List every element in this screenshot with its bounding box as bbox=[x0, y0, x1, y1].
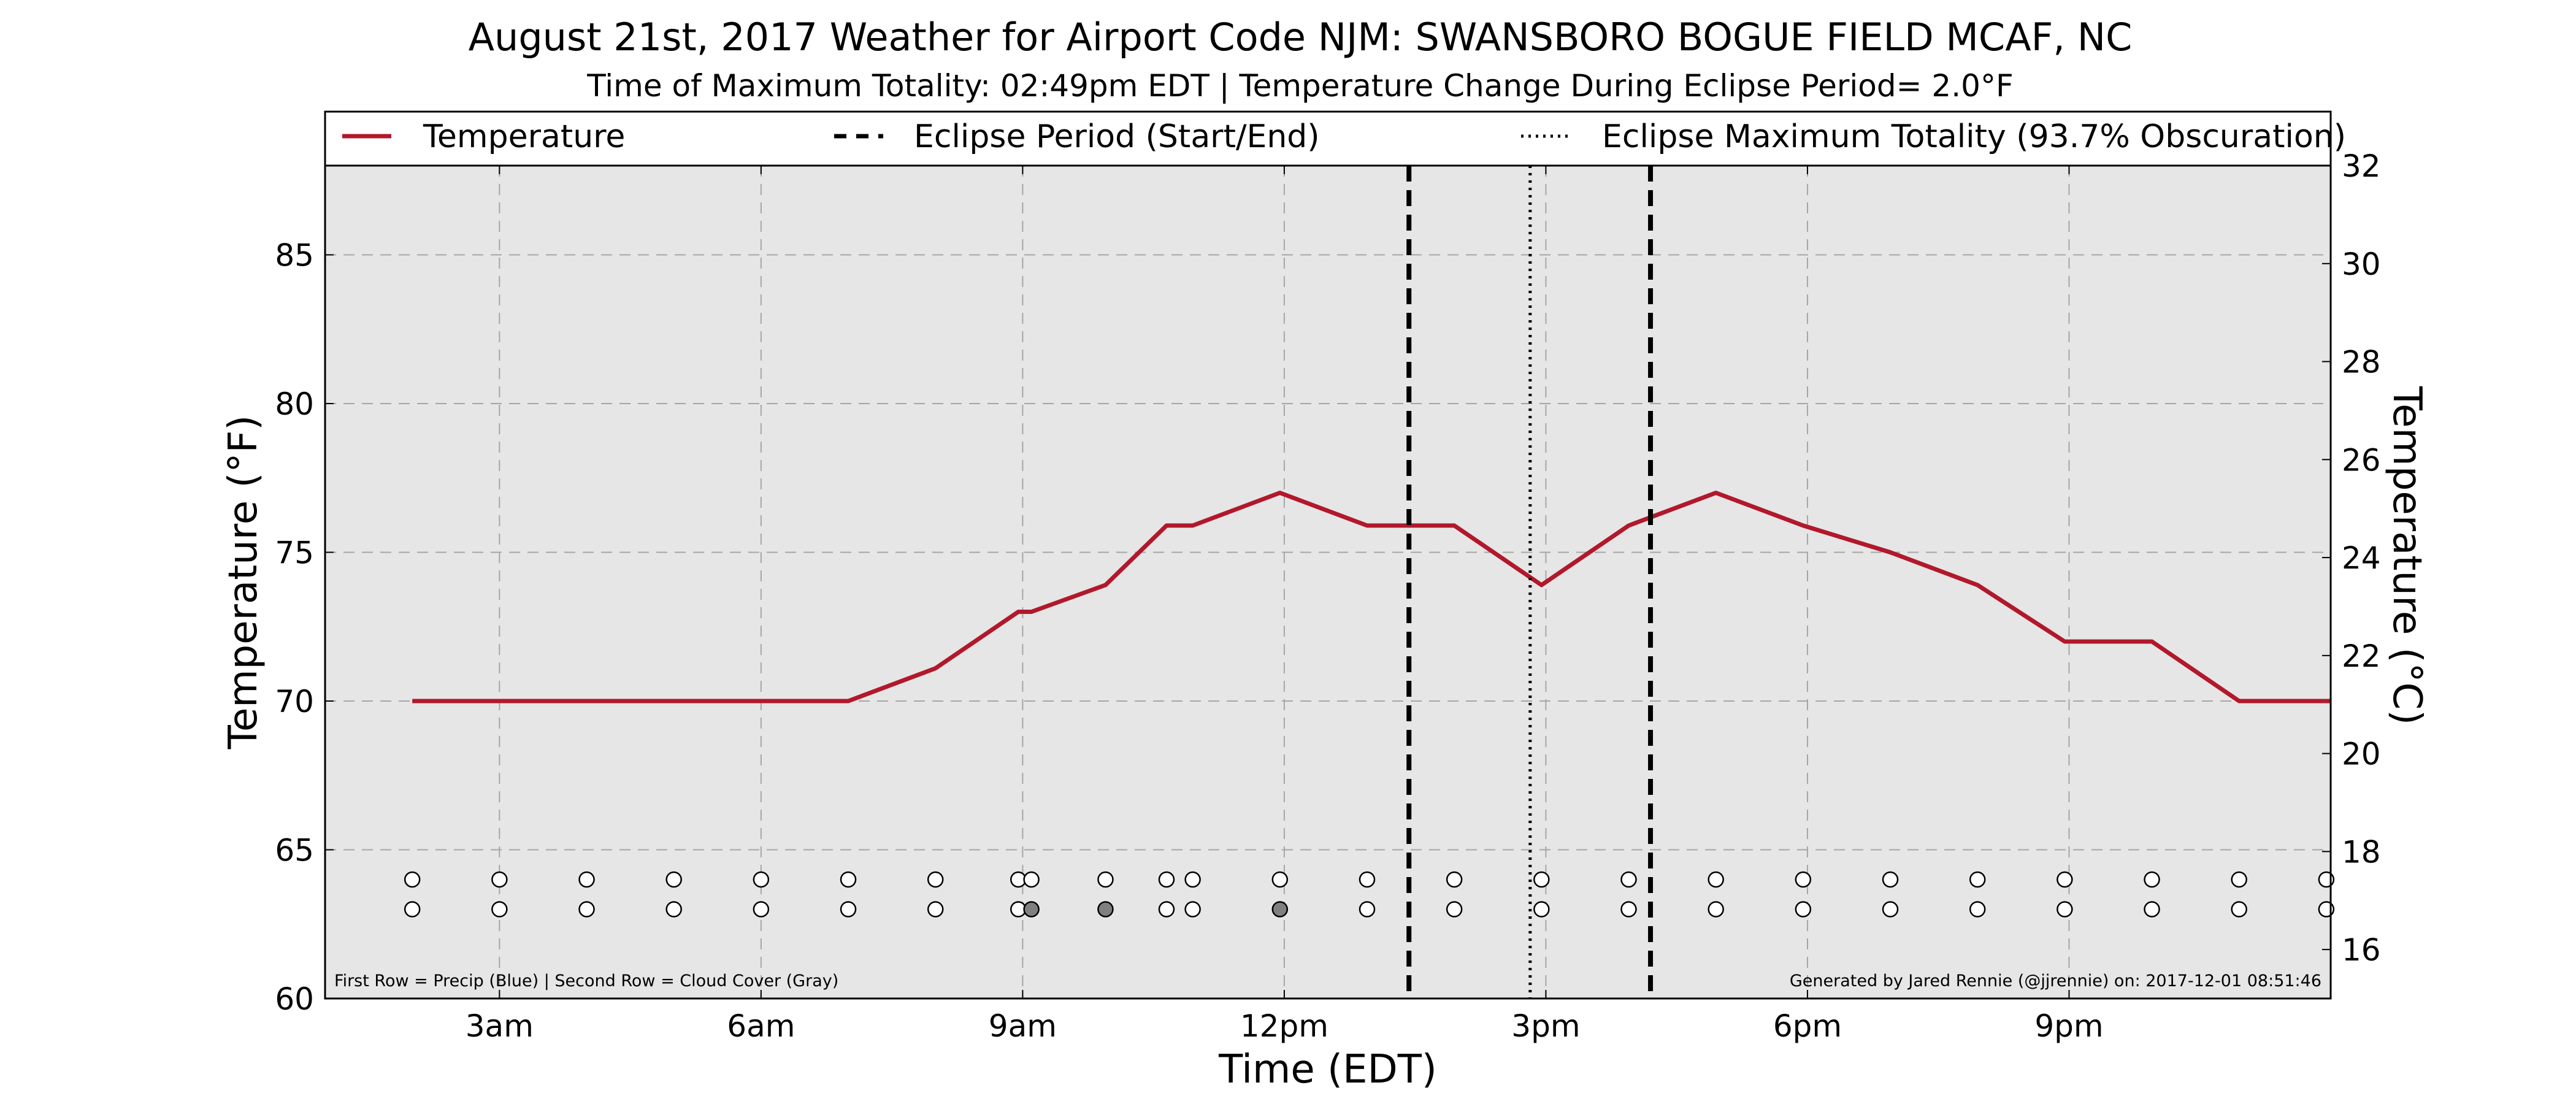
legend: Temperature Eclipse Period (Start/End) E… bbox=[324, 110, 2346, 167]
cloud-cover-marker bbox=[1882, 901, 1899, 918]
cloud-cover-marker bbox=[1023, 901, 1040, 918]
precip-marker bbox=[1097, 871, 1114, 888]
y-axis-label-right: Temperature (°C) bbox=[2384, 386, 2429, 725]
cloud-cover-marker bbox=[1446, 901, 1463, 918]
cloud-cover-marker bbox=[1533, 901, 1550, 918]
axes: 3am 6am 9am 12pm 3pm 6pm 9pm 60 65 70 75 80 85 16 18 20… bbox=[275, 148, 2380, 1044]
cloud-cover-marker bbox=[753, 901, 770, 918]
cloud-cover-marker bbox=[840, 901, 857, 918]
y-right-tick-label: 24 bbox=[2342, 540, 2381, 576]
x-tick-label: 6pm bbox=[1773, 1008, 1842, 1044]
cloud-cover-marker bbox=[1271, 901, 1289, 918]
cloud-cover-marker bbox=[665, 901, 682, 918]
y-right-tick-label: 26 bbox=[2342, 442, 2381, 478]
chart-title: August 21st, 2017 Weather for Airport Co… bbox=[469, 15, 2133, 59]
precip-marker bbox=[2144, 871, 2160, 888]
precip-marker bbox=[1446, 871, 1463, 888]
y-tick-label: 85 bbox=[275, 238, 314, 274]
x-tick-label: 9pm bbox=[2034, 1008, 2103, 1044]
precip-marker bbox=[840, 871, 857, 888]
cloud-cover-marker bbox=[2231, 901, 2247, 918]
y-tick-label: 60 bbox=[275, 981, 314, 1017]
precip-marker bbox=[1795, 871, 1812, 888]
legend-label-eclipse-period: Eclipse Period (Start/End) bbox=[914, 118, 1320, 155]
cloud-cover-marker bbox=[1359, 901, 1376, 918]
cloud-cover-marker bbox=[578, 901, 595, 918]
x-tick-label: 6am bbox=[727, 1008, 795, 1044]
x-tick-label: 12pm bbox=[1240, 1008, 1328, 1044]
x-tick-label: 9am bbox=[989, 1008, 1057, 1044]
cloud-cover-marker bbox=[2057, 901, 2073, 918]
precip-marker bbox=[1620, 871, 1637, 888]
x-tick-label: 3am bbox=[466, 1008, 534, 1044]
cloud-cover-marker bbox=[1969, 901, 1986, 918]
precip-marker bbox=[1708, 871, 1724, 888]
plot-area bbox=[325, 166, 2331, 999]
y-right-tick-label: 16 bbox=[2342, 932, 2381, 968]
precip-marker bbox=[1158, 871, 1175, 888]
cloud-cover-marker bbox=[1184, 901, 1201, 918]
y-right-tick-label: 32 bbox=[2342, 148, 2381, 184]
cloud-cover-marker bbox=[927, 901, 944, 918]
y-axis-label-left: Temperature (°F) bbox=[221, 415, 266, 750]
temperature-line bbox=[412, 491, 2331, 703]
y-tick-label: 70 bbox=[275, 684, 314, 719]
cloud-cover-marker bbox=[1795, 901, 1812, 918]
y-right-tick-label: 18 bbox=[2342, 834, 2381, 870]
cloud-cover-marker bbox=[1097, 901, 1114, 918]
y-right-tick-label: 30 bbox=[2342, 247, 2381, 282]
precip-marker bbox=[753, 871, 770, 888]
footnote-right: Generated by Jared Rennie (@jjrennie) on… bbox=[1790, 972, 2321, 991]
legend-label-max-totality: Eclipse Maximum Totality (93.7% Obscurat… bbox=[1602, 118, 2346, 155]
cloud-cover-marker bbox=[1158, 901, 1175, 918]
legend-label-temperature: Temperature bbox=[423, 118, 625, 155]
chart-subtitle: Time of Maximum Totality: 02:49pm EDT | … bbox=[586, 68, 2013, 104]
precip-marker bbox=[2231, 871, 2247, 888]
x-tick-label: 3pm bbox=[1511, 1008, 1580, 1044]
plot-marks bbox=[404, 166, 2335, 999]
precip-marker bbox=[2057, 871, 2073, 888]
precip-marker bbox=[1271, 871, 1289, 888]
cloud-cover-marker bbox=[1708, 901, 1724, 918]
y-right-tick-label: 20 bbox=[2342, 737, 2381, 772]
legend-box bbox=[324, 110, 2332, 167]
precip-marker bbox=[491, 871, 508, 888]
precip-marker bbox=[1184, 871, 1201, 888]
cloud-cover-marker bbox=[1620, 901, 1637, 918]
y-tick-label: 65 bbox=[275, 833, 314, 868]
cloud-cover-marker bbox=[2144, 901, 2160, 918]
precip-marker bbox=[1359, 871, 1376, 888]
precip-marker bbox=[665, 871, 682, 888]
cloud-cover-marker bbox=[404, 901, 421, 918]
y-right-tick-label: 28 bbox=[2342, 345, 2381, 380]
precip-marker bbox=[1969, 871, 1986, 888]
footnote-left: First Row = Precip (Blue) | Second Row =… bbox=[334, 972, 838, 991]
precip-marker bbox=[404, 871, 421, 888]
precip-marker bbox=[1533, 871, 1550, 888]
cloud-cover-marker bbox=[491, 901, 508, 918]
precip-marker bbox=[1882, 871, 1899, 888]
precip-marker bbox=[927, 871, 944, 888]
x-axis-label: Time (EDT) bbox=[1218, 1047, 1437, 1092]
precip-marker bbox=[578, 871, 595, 888]
y-tick-label: 80 bbox=[275, 386, 314, 422]
precip-marker bbox=[1023, 871, 1040, 888]
y-tick-label: 75 bbox=[275, 535, 314, 571]
y-right-tick-label: 22 bbox=[2342, 638, 2381, 674]
